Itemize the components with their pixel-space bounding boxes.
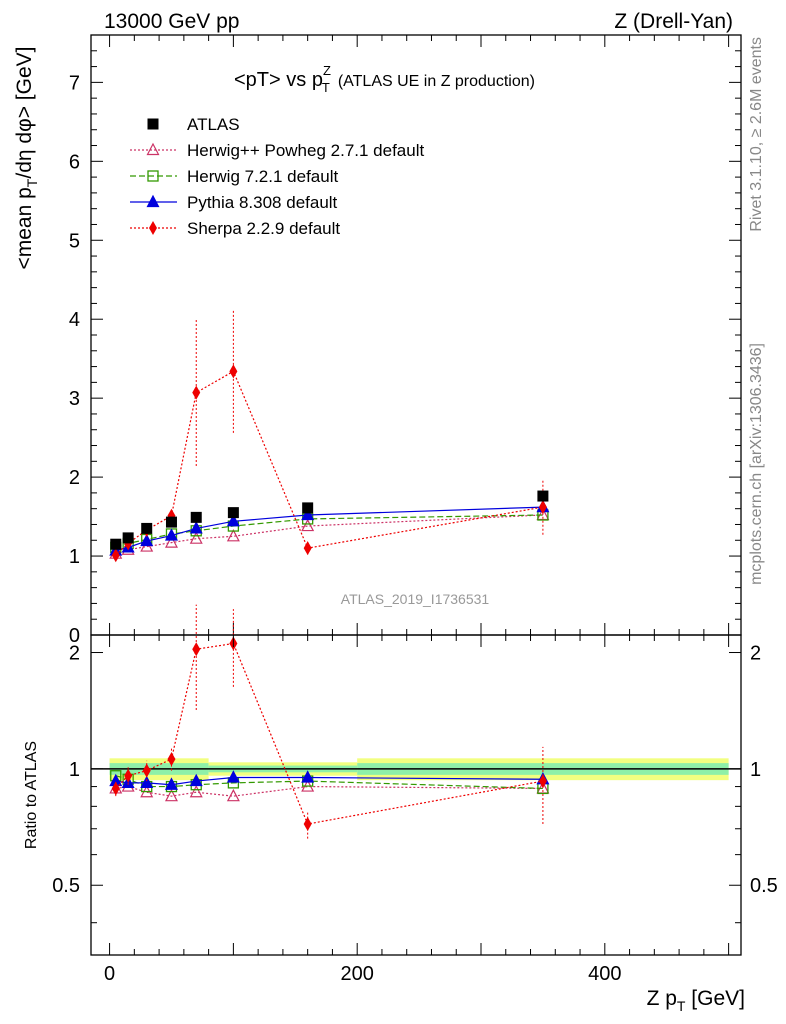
ratio-herwig-powheg-2-7-1-default-point [164,788,178,802]
main-plot-marks [109,309,550,563]
legend-herwig-powheg-2-7-1-default-marker [146,142,160,156]
main-atlas-point [227,507,239,519]
ratio-sherpa-2-2-9-default-point [124,768,133,783]
main-pythia-8-308-default-point [164,528,178,541]
ratio-pythia-8-308-default-point [226,770,240,783]
header-process-label: Z (Drell-Yan) [614,10,733,33]
ratio-sherpa-2-2-9-default-point [538,774,547,789]
x-tick-label: 0 [104,963,115,985]
main-axis-ticks: 0 1 2 3 4 5 6 7 [69,35,741,647]
main-sherpa-2-2-9-default-point [538,500,547,515]
main-y-tick-label: 4 [69,309,80,331]
ratio-sherpa-2-2-9-default-point [142,763,151,778]
main-sherpa-2-2-9-default-point [229,364,238,379]
legend-atlas-label: ATLAS [187,115,240,134]
legend-sherpa-2-2-9-default-marker [149,221,157,235]
main-atlas-point [122,532,134,544]
plot-title: <pT> vs pZ T (ATLAS UE in Z production) [234,63,535,95]
ratio-sherpa-2-2-9-default-point [167,752,176,767]
main-y-tick-label: 3 [69,388,80,410]
ratio-plot-marks [91,604,741,839]
plot-title-main: <pT> vs p [234,69,323,91]
ratio-axis-ticks: 0.5 0.5 1 1 2 2 0 200 400 [52,635,778,985]
ratio-sherpa-2-2-9-default-point [111,781,120,796]
ratio-y-tick-label: 0.5 [52,875,80,897]
main-sherpa-2-2-9-default-point [192,385,201,400]
plot-title-superscript: Z [323,63,331,78]
main-sherpa-2-2-9-default-point [303,541,312,556]
ratio-pythia-8-308-default-point [189,773,203,787]
main-y-tick-label: 2 [69,467,80,489]
main-y-tick-label: 0 [69,625,80,647]
ratio-y-tick-label-right: 0.5 [750,875,778,897]
legend-pythia-8-308-default-label: Pythia 8.308 default [187,193,338,212]
main-pythia-8-308-default-point [301,507,315,521]
legend-herwig-7-2-1-default-marker [147,170,159,182]
main-pythia-8-308-default-point [140,533,154,547]
ratio-plot-panel: 0.5 0.51 12 20 200 400 Ratio to ATLAS [23,604,778,985]
rivet-version-label: Rivet 3.1.10, ≥ 2.6M events [748,37,765,232]
main-herwig-powheg-2-7-1-default-point [164,535,178,548]
main-herwig-powheg-2-7-1-default-line [115,514,543,555]
main-sherpa-2-2-9-default-line [115,370,544,556]
x-tick-label: 400 [588,963,621,985]
legend: ATLAS Herwig++ Powheg 2.7.1 default Herwig… [130,115,424,238]
ratio-y-tick-label-right: 1 [750,759,761,781]
main-atlas-point [537,490,549,502]
main-y-tick-label: 6 [69,151,80,173]
mcplots-source-label: mcplots.cern.ch [arXiv:1306.3436] [748,343,765,585]
main-atlas-point [141,522,153,534]
ratio-y-axis-label: Ratio to ATLAS [23,741,40,849]
ratio-y-tick-label: 2 [69,643,80,665]
main-plot-panel: 0 1 2 3 4 5 6 7 <pT> vs pZ T (ATLAS UE in Z produ… [13,34,742,647]
ratio-herwig-powheg-2-7-1-default-line [115,785,543,797]
main-sherpa-2-2-9-default-point [111,548,120,563]
ratio-pythia-8-308-default-point [164,777,178,790]
ratio-pythia-8-308-default-point [140,775,154,788]
legend-herwig-7-2-1-default-label: Herwig 7.2.1 default [187,167,338,186]
legend-herwig-powheg-2-7-1-default-label: Herwig++ Powheg 2.7.1 default [187,141,424,160]
main-pythia-8-308-default-point [189,521,203,534]
ratio-herwig-powheg-2-7-1-default-point [189,784,203,798]
main-y-axis-label: <mean pT/dη dφ> [GeV] [13,47,40,270]
main-y-tick-label: 7 [69,72,80,94]
plot-title-tail: (ATLAS UE in Z production) [338,73,535,90]
ratio-plot-frame [90,634,742,956]
x-tick-label: 200 [341,963,374,985]
main-herwig-powheg-2-7-1-default-point [301,518,315,532]
main-atlas-point [110,538,122,550]
plot-title-subscript: T [322,80,330,95]
main-y-tick-label: 5 [69,230,80,252]
ratio-sherpa-2-2-9-default-point [192,642,201,657]
main-y-tick-label: 1 [69,546,80,568]
main-herwig-powheg-2-7-1-default-point [189,531,203,544]
main-pythia-8-308-default-point [226,514,240,527]
ratio-sherpa-2-2-9-default-point [303,817,312,832]
main-atlas-point [165,516,177,528]
ratio-y-tick-label: 1 [69,759,80,781]
main-pythia-8-308-default-line [115,506,543,552]
ratio-herwig-powheg-2-7-1-default-point [226,788,240,802]
main-herwig-powheg-2-7-1-default-point [226,529,240,542]
ratio-y-tick-label-right: 2 [750,643,761,665]
analysis-watermark: ATLAS_2019_I1736531 [341,591,490,607]
legend-atlas-marker [147,118,159,130]
ratio-herwig-7-2-1-default-line [115,775,543,790]
main-atlas-point [302,502,314,514]
ratio-pythia-8-308-default-point [301,770,315,783]
legend-pythia-8-308-default-marker [146,194,160,208]
legend-sherpa-2-2-9-default-label: Sherpa 2.2.9 default [187,219,340,238]
main-herwig-7-2-1-default-line [115,514,543,548]
header-energy-label: 13000 GeV pp [104,10,239,33]
x-axis-label: Z pT [GeV] [647,987,745,1014]
ratio-sherpa-2-2-9-default-line [115,642,544,825]
main-atlas-point [190,511,202,523]
